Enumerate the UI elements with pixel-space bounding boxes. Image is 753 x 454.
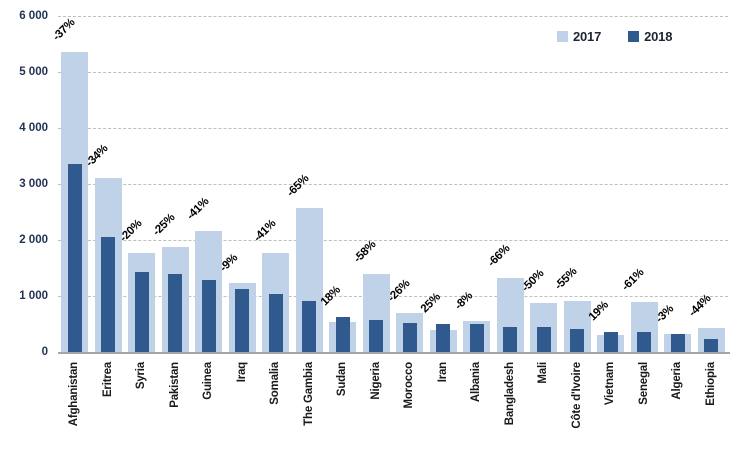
- legend-swatch-2018: [628, 31, 640, 42]
- category-label-afghanistan: Afghanistan: [68, 362, 81, 427]
- bar-2018-mali: [536, 327, 551, 352]
- legend-swatch-2017: [557, 31, 568, 42]
- bar-2018-pakistan: [168, 274, 183, 352]
- x-axis-line: [58, 352, 730, 354]
- bar-2018-c-te-d-ivoire: [570, 329, 585, 352]
- bar-2018-iraq: [235, 289, 250, 352]
- legend-label-2018: 2018: [644, 29, 673, 44]
- category-label-vietnam: Vietnam: [604, 362, 617, 406]
- category-label-iraq: Iraq: [235, 362, 248, 383]
- legend-item-2017: 2017: [557, 29, 601, 44]
- category-label-pakistan: Pakistan: [168, 362, 181, 408]
- y-axis-tick-label: 6 000: [19, 10, 48, 22]
- category-label-senegal: Senegal: [637, 362, 650, 405]
- category-label-albania: Albania: [470, 362, 483, 403]
- change-label-pakistan: -25%: [151, 211, 178, 239]
- bar-2018-eritrea: [101, 237, 116, 352]
- category-label-c-te-d-ivoire: Côte d'Ivoire: [570, 362, 583, 429]
- y-axis-tick-label: 2 000: [19, 234, 48, 246]
- category-label-syria: Syria: [135, 362, 148, 390]
- bar-2018-senegal: [637, 332, 652, 352]
- category-label-guinea: Guinea: [202, 362, 215, 400]
- change-label-senegal: -61%: [620, 266, 647, 294]
- bar-2018-vietnam: [603, 332, 618, 352]
- change-label-bangladesh: -66%: [486, 242, 513, 270]
- bar-2018-iran: [436, 324, 451, 352]
- category-label-iran: Iran: [436, 362, 449, 383]
- change-label-albania: -8%: [452, 289, 475, 313]
- y-axis-tick-label: 5 000: [19, 66, 48, 78]
- bar-2018-guinea: [201, 280, 216, 352]
- gridline-1000: [58, 296, 728, 297]
- bar-2018-algeria: [670, 334, 685, 352]
- legend-label-2017: 2017: [573, 29, 602, 44]
- bar-2018-bangladesh: [503, 327, 518, 352]
- category-label-the-gambia: The Gambia: [302, 362, 315, 426]
- bar-2018-afghanistan: [67, 164, 82, 352]
- gridline-3000: [58, 184, 728, 185]
- category-label-eritrea: Eritrea: [101, 362, 114, 398]
- category-label-bangladesh: Bangladesh: [503, 362, 516, 426]
- category-label-somalia: Somalia: [269, 362, 282, 405]
- y-axis-tick-label: 4 000: [19, 122, 48, 134]
- change-label-afghanistan: -37%: [50, 16, 78, 44]
- y-axis-tick-label: 3 000: [19, 178, 48, 190]
- category-label-mali: Mali: [537, 362, 550, 384]
- gridline-5000: [58, 72, 728, 73]
- y-axis-tick-label: 0: [41, 346, 48, 358]
- bar-2018-somalia: [268, 294, 283, 352]
- gridline-4000: [58, 128, 728, 129]
- bar-2018-the-gambia: [302, 301, 317, 352]
- category-label-ethiopia: Ethiopia: [704, 362, 717, 406]
- gridline-2000: [58, 240, 728, 241]
- change-label-guinea: -41%: [184, 195, 212, 223]
- category-label-morocco: Morocco: [403, 362, 416, 409]
- bar-2018-morocco: [402, 323, 417, 352]
- bar-2018-nigeria: [369, 320, 384, 352]
- bar-2018-albania: [469, 324, 484, 352]
- bar-2018-ethiopia: [704, 339, 719, 352]
- bar-2018-syria: [134, 272, 149, 352]
- bar-2018-sudan: [335, 317, 350, 352]
- category-label-algeria: Algeria: [671, 362, 684, 400]
- chart-legend: 2017 2018: [557, 29, 672, 44]
- category-label-nigeria: Nigeria: [369, 362, 382, 400]
- change-label-the-gambia: -65%: [285, 172, 312, 200]
- change-label-c-te-d-ivoire: -55%: [553, 265, 580, 293]
- change-label-nigeria: -58%: [352, 238, 379, 266]
- category-label-sudan: Sudan: [336, 362, 349, 397]
- legend-item-2018: 2018: [628, 29, 672, 44]
- y-axis-tick-label: 1 000: [19, 290, 48, 302]
- gridline-6000: [58, 16, 728, 17]
